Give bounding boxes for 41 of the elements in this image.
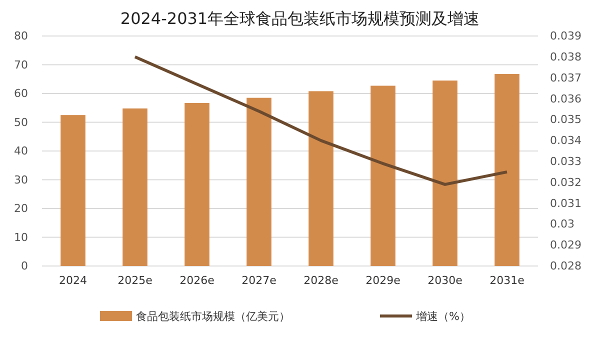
x-tick-label: 2027e [242,274,277,287]
y2-tick-label: 0.034 [550,134,582,148]
x-tick-label: 2025e [118,274,153,287]
y2-tick-label: 0.037 [550,71,582,84]
y-tick-label: 10 [14,230,28,244]
x-tick-label: 2031e [490,274,525,287]
bar [184,102,210,266]
y-tick-label: 80 [14,30,28,43]
y-tick-label: 30 [14,173,28,186]
bar [308,91,334,266]
y-tick-label: 70 [14,58,28,72]
bar [122,108,148,266]
bar [432,80,458,266]
x-tick-label: 2029e [366,274,401,287]
legend-label: 增速（%） [415,310,470,323]
bar [60,115,86,266]
y2-tick-label: 0.038 [550,50,582,64]
y2-tick-label: 0.036 [550,92,582,106]
y2-tick-label: 0.035 [550,113,582,126]
y2-tick-label: 0.031 [550,196,582,210]
y-tick-label: 20 [14,202,28,216]
chart-title: 2024-2031年全球食品包装纸市场规模预测及增速 [120,9,480,28]
bar [494,74,520,266]
y2-tick-label: 0.039 [550,30,582,43]
x-tick-label: 2024 [59,274,87,287]
y2-tick-label: 0.028 [550,260,582,273]
y2-tick-label: 0.033 [550,154,582,168]
bar [370,86,396,266]
line-series [134,55,508,186]
y-tick-label: 50 [14,116,28,129]
x-tick-label: 2026e [180,274,215,287]
y-tick-label: 60 [14,87,28,100]
y2-tick-label: 0.029 [550,238,582,252]
y-tick-label: 40 [14,144,28,158]
x-tick-label: 2028e [304,274,339,287]
y-tick-label: 0 [21,260,28,273]
bar [246,98,272,266]
legend-label: 食品包装纸市场规模（亿美元） [136,310,290,323]
x-tick-label: 2030e [428,274,463,287]
y2-tick-label: 0.032 [550,176,582,189]
y2-tick-label: 0.03 [550,218,574,231]
